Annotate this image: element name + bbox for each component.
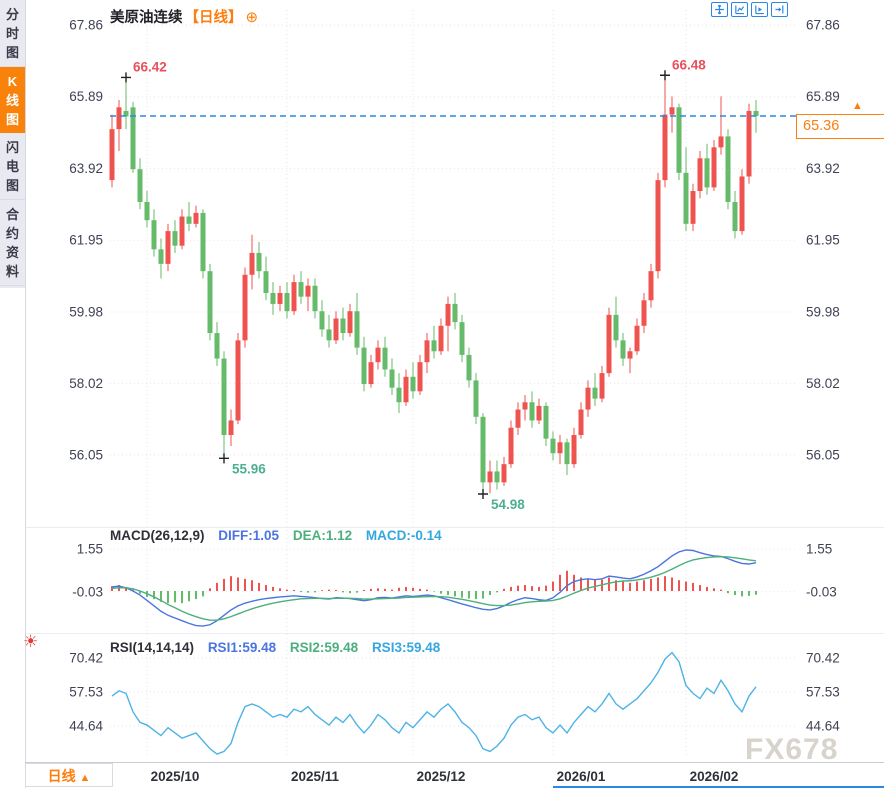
svg-text:-0.03: -0.03 bbox=[72, 584, 103, 599]
axis-bar-divider bbox=[25, 762, 884, 763]
svg-text:59.98: 59.98 bbox=[806, 304, 840, 319]
timeframe-arrow-icon: ▲ bbox=[79, 772, 91, 784]
bottom-highlight-bar bbox=[553, 786, 884, 788]
svg-text:66.42: 66.42 bbox=[133, 59, 167, 74]
svg-text:-0.03: -0.03 bbox=[806, 584, 837, 599]
sidebar-divider bbox=[25, 0, 26, 788]
goto-latest-icon[interactable] bbox=[771, 2, 788, 17]
svg-text:1.55: 1.55 bbox=[77, 542, 103, 557]
svg-text:1.55: 1.55 bbox=[806, 542, 832, 557]
macd-name: MACD(26,12,9) bbox=[110, 528, 205, 543]
rsi-name: RSI(14,14,14) bbox=[110, 640, 195, 655]
svg-text:59.98: 59.98 bbox=[69, 304, 103, 319]
svg-text:44.64: 44.64 bbox=[69, 718, 103, 733]
svg-text:58.02: 58.02 bbox=[806, 376, 840, 391]
price-up-arrow-icon: ▲ bbox=[852, 100, 863, 112]
svg-text:63.92: 63.92 bbox=[806, 161, 840, 176]
sidebar-item-label: K线图 bbox=[5, 74, 19, 127]
sidebar-item-time-chart[interactable]: 分时图 bbox=[0, 0, 25, 67]
svg-text:65.89: 65.89 bbox=[69, 89, 103, 104]
timeframe-selector[interactable]: 日线 ▲ bbox=[25, 763, 113, 787]
instrument-title: 美原油连续 bbox=[110, 10, 183, 26]
rsi3-value: RSI3:59.48 bbox=[371, 640, 441, 655]
svg-text:55.96: 55.96 bbox=[232, 461, 266, 476]
sidebar-item-label: 闪电图 bbox=[5, 140, 19, 193]
rsi1-value: RSI1:59.48 bbox=[207, 640, 277, 655]
svg-text:58.02: 58.02 bbox=[69, 376, 103, 391]
svg-text:67.86: 67.86 bbox=[806, 18, 840, 33]
timeframe-label: 日线 bbox=[47, 768, 76, 784]
svg-text:2025/11: 2025/11 bbox=[291, 769, 340, 784]
sidebar-item-kline-chart[interactable]: K线图 bbox=[0, 67, 25, 133]
svg-text:56.05: 56.05 bbox=[69, 448, 103, 463]
svg-text:66.48: 66.48 bbox=[672, 57, 706, 72]
circled-plus-icon[interactable]: ⊕ bbox=[245, 9, 259, 26]
svg-text:2025/10: 2025/10 bbox=[151, 769, 200, 784]
chart-title-row: 美原油连续 【日线】 ⊕ bbox=[110, 6, 258, 27]
svg-text:65.89: 65.89 bbox=[806, 89, 840, 104]
svg-text:44.64: 44.64 bbox=[806, 718, 840, 733]
last-price-tag: 65.36 bbox=[796, 114, 884, 139]
svg-text:57.53: 57.53 bbox=[69, 685, 103, 700]
svg-text:56.05: 56.05 bbox=[806, 448, 840, 463]
svg-text:57.53: 57.53 bbox=[806, 685, 840, 700]
rsi2-value: RSI2:59.48 bbox=[289, 640, 359, 655]
sidebar-item-label: 合约资料 bbox=[5, 207, 19, 279]
sidebar-item-lightning-chart[interactable]: 闪电图 bbox=[0, 133, 25, 200]
sun-icon: ☀ bbox=[23, 632, 39, 651]
svg-text:2026/02: 2026/02 bbox=[690, 769, 739, 784]
play-chart-icon[interactable] bbox=[751, 2, 768, 17]
svg-text:2026/01: 2026/01 bbox=[557, 769, 606, 784]
svg-text:54.98: 54.98 bbox=[491, 497, 525, 512]
rsi-header: RSI(14,14,14) RSI1:59.48 RSI2:59.48 RSI3… bbox=[110, 640, 440, 655]
timeframe-tag: 【日线】 bbox=[184, 10, 243, 26]
watermark: FX678 bbox=[745, 733, 839, 766]
svg-text:61.95: 61.95 bbox=[69, 233, 103, 248]
macd-header: MACD(26,12,9) DIFF:1.05 DEA:1.12 MACD:-0… bbox=[110, 528, 442, 543]
sidebar-item-contract-info[interactable]: 合约资料 bbox=[0, 200, 25, 286]
macd-dea-value: DEA:1.12 bbox=[292, 528, 353, 543]
svg-text:63.92: 63.92 bbox=[69, 161, 103, 176]
svg-text:61.95: 61.95 bbox=[806, 233, 840, 248]
svg-text:70.42: 70.42 bbox=[806, 651, 840, 666]
sidebar-item-label: 分时图 bbox=[5, 7, 19, 60]
sidebar: 分时图 K线图 闪电图 合约资料 bbox=[0, 0, 25, 288]
pan-crosshair-icon[interactable] bbox=[711, 2, 728, 17]
macd-macd-value: MACD:-0.14 bbox=[365, 528, 442, 543]
chart-toolbar bbox=[711, 2, 788, 17]
auto-scale-chart-icon[interactable] bbox=[731, 2, 748, 17]
macd-diff-value: DIFF:1.05 bbox=[218, 528, 280, 543]
svg-text:67.86: 67.86 bbox=[69, 18, 103, 33]
svg-text:2025/12: 2025/12 bbox=[417, 769, 466, 784]
svg-text:70.42: 70.42 bbox=[69, 651, 103, 666]
